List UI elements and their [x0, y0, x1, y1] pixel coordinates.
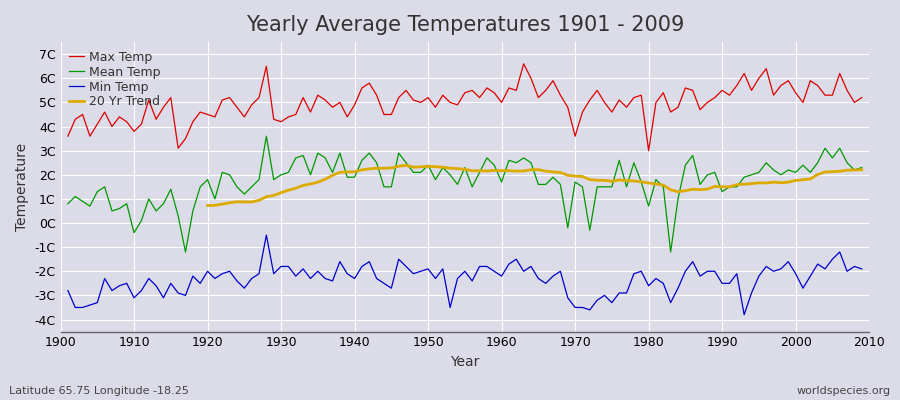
- Line: Max Temp: Max Temp: [68, 64, 862, 151]
- Legend: Max Temp, Mean Temp, Min Temp, 20 Yr Trend: Max Temp, Mean Temp, Min Temp, 20 Yr Tre…: [67, 48, 163, 111]
- Title: Yearly Average Temperatures 1901 - 2009: Yearly Average Temperatures 1901 - 2009: [246, 15, 684, 35]
- Mean Temp: [511, 160, 522, 165]
- Max Temp: [62, 134, 73, 138]
- Max Temp: [496, 100, 507, 105]
- 20 Yr Trend: [769, 180, 779, 184]
- Min Temp: [739, 312, 750, 317]
- 20 Yr Trend: [400, 163, 411, 168]
- Line: Min Temp: Min Temp: [68, 235, 862, 315]
- Mean Temp: [122, 201, 132, 206]
- 20 Yr Trend: [665, 188, 676, 192]
- Min Temp: [335, 259, 346, 264]
- Mean Temp: [857, 165, 868, 170]
- Min Temp: [857, 266, 868, 271]
- Min Temp: [261, 233, 272, 238]
- Mean Temp: [298, 153, 309, 158]
- Mean Temp: [180, 250, 191, 254]
- Min Temp: [591, 298, 602, 303]
- Max Temp: [644, 148, 654, 153]
- X-axis label: Year: Year: [450, 355, 480, 369]
- Min Temp: [291, 274, 302, 278]
- Mean Temp: [261, 134, 272, 138]
- Max Temp: [518, 62, 529, 66]
- Y-axis label: Temperature: Temperature: [15, 143, 29, 231]
- Mean Temp: [342, 175, 353, 180]
- Mean Temp: [62, 201, 73, 206]
- Max Temp: [591, 88, 602, 93]
- Max Temp: [327, 105, 338, 110]
- Mean Temp: [503, 158, 514, 163]
- Line: 20 Yr Trend: 20 Yr Trend: [208, 165, 862, 206]
- Text: Latitude 65.75 Longitude -18.25: Latitude 65.75 Longitude -18.25: [9, 386, 189, 396]
- 20 Yr Trend: [857, 167, 868, 172]
- Min Temp: [496, 274, 507, 278]
- Max Temp: [489, 90, 500, 95]
- 20 Yr Trend: [291, 186, 302, 190]
- 20 Yr Trend: [753, 180, 764, 185]
- Mean Temp: [599, 184, 610, 189]
- Min Temp: [62, 288, 73, 293]
- Text: worldspecies.org: worldspecies.org: [796, 386, 891, 396]
- Max Temp: [857, 95, 868, 100]
- Line: Mean Temp: Mean Temp: [68, 136, 862, 252]
- 20 Yr Trend: [202, 203, 213, 208]
- 20 Yr Trend: [834, 169, 845, 174]
- Min Temp: [122, 281, 132, 286]
- Min Temp: [503, 262, 514, 266]
- Max Temp: [283, 114, 293, 119]
- 20 Yr Trend: [408, 165, 418, 170]
- Max Temp: [122, 119, 132, 124]
